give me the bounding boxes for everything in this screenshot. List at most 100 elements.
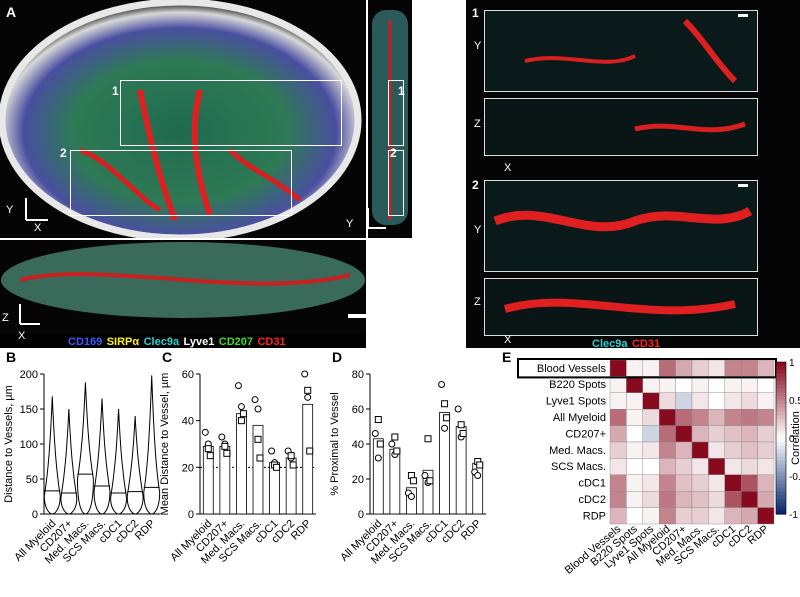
c-point-circle bbox=[234, 382, 242, 390]
d-point-circle bbox=[454, 405, 462, 413]
e-heatmap-cell bbox=[659, 425, 676, 443]
d-y-tick-label: 40 bbox=[352, 439, 364, 451]
e-row-label: CD207+ bbox=[565, 428, 606, 440]
e-heatmap-cell bbox=[609, 458, 627, 476]
axis-label-z-bottom: Z bbox=[2, 312, 9, 324]
e-heatmap-cell bbox=[708, 490, 726, 508]
e-colorbar-segment bbox=[776, 426, 786, 431]
scale-bar-zoom-2 bbox=[738, 184, 748, 187]
e-heatmap-cell bbox=[609, 490, 627, 508]
d-point-circle bbox=[371, 430, 379, 437]
e-heatmap-cell bbox=[675, 376, 693, 393]
d-x-tick-label: RDP bbox=[459, 518, 484, 543]
e-row-label: Med. Macs. bbox=[549, 445, 606, 457]
e-colorbar-segment bbox=[776, 506, 786, 511]
e-heatmap-cell bbox=[659, 507, 676, 525]
e-heatmap-cell bbox=[659, 392, 676, 410]
e-heatmap-cell bbox=[626, 507, 644, 525]
e-heatmap-cell bbox=[741, 458, 758, 476]
c-point-square bbox=[221, 442, 229, 450]
e-colorbar-segment bbox=[776, 434, 786, 439]
e-heatmap-cell bbox=[642, 474, 660, 492]
zoom-1-xy bbox=[484, 10, 758, 92]
e-heatmap-cell bbox=[642, 409, 660, 426]
e-colorbar-segment bbox=[776, 400, 786, 405]
zoom-1-y-label: Y bbox=[474, 40, 482, 52]
d-point-circle bbox=[438, 381, 446, 388]
e-heatmap-cell bbox=[724, 359, 742, 377]
panel-letter-c: C bbox=[162, 349, 172, 365]
axes-indicator-xz bbox=[19, 304, 40, 325]
e-heatmap-cell bbox=[626, 441, 644, 459]
e-heatmap-cell bbox=[675, 425, 693, 443]
zoom-stain-cd31: CD31 bbox=[631, 338, 661, 350]
inset-box-1 bbox=[120, 80, 342, 146]
d-point-square bbox=[457, 421, 465, 429]
e-colorbar-segment bbox=[776, 460, 786, 466]
stain-lyve1: Lyve1 bbox=[183, 336, 215, 348]
b-violin bbox=[110, 408, 128, 515]
e-heatmap-cell bbox=[675, 474, 693, 492]
e-heatmap-cell bbox=[659, 474, 676, 492]
d-point-square bbox=[376, 440, 384, 448]
c-point-square bbox=[239, 410, 247, 418]
inset-box-2-side bbox=[388, 150, 404, 216]
e-colorbar-segment bbox=[776, 502, 786, 507]
e-heatmap-cell bbox=[609, 425, 627, 443]
e-heatmap-cell bbox=[609, 392, 627, 410]
e-heatmap-cell bbox=[659, 409, 676, 426]
e-heatmap-cell bbox=[741, 507, 758, 525]
e-colorbar-segment bbox=[776, 510, 786, 515]
e-heatmap-cell bbox=[642, 425, 660, 443]
c-y-tick-label: 40 bbox=[182, 416, 194, 428]
e-heatmap-cell bbox=[659, 376, 676, 393]
c-point-circle bbox=[304, 393, 312, 401]
d-point-circle bbox=[421, 472, 429, 479]
e-row-label: RDP bbox=[583, 510, 606, 522]
e-row-label: cDC1 bbox=[578, 478, 606, 490]
stain-cd31: CD31 bbox=[257, 336, 286, 348]
e-heatmap-cell bbox=[675, 458, 693, 476]
e-heatmap-cell bbox=[757, 409, 775, 426]
e-heatmap-cell bbox=[626, 474, 644, 492]
zoom-1-z-label: Z bbox=[474, 118, 481, 130]
e-heatmap-cell bbox=[724, 474, 742, 492]
e-heatmap-cell bbox=[724, 490, 742, 508]
e-heatmap-cell bbox=[659, 458, 676, 476]
zoom-2-x-label: X bbox=[504, 334, 512, 346]
c-point-circle bbox=[251, 396, 259, 404]
c-point-circle bbox=[218, 433, 226, 441]
zoom-1-x-label: X bbox=[504, 162, 512, 174]
d-point-circle bbox=[374, 454, 382, 462]
d-point-square bbox=[409, 477, 417, 485]
e-colorbar-segment bbox=[776, 453, 786, 458]
e-row-label: Blood Vessels bbox=[537, 363, 607, 375]
e-colorbar-segment bbox=[776, 392, 786, 397]
e-heatmap-cell bbox=[691, 376, 709, 393]
c-y-tick-label: 20 bbox=[182, 462, 194, 474]
e-heatmap-cell bbox=[757, 490, 775, 508]
panel-letter-e: E bbox=[502, 349, 511, 365]
e-heatmap-cell bbox=[626, 458, 644, 476]
e-heatmap-cell bbox=[708, 507, 726, 525]
d-point-square bbox=[426, 477, 434, 485]
stain-legend: CD169 SIRPα Clec9a Lyve1 CD207 CD31 bbox=[68, 332, 286, 350]
e-colorbar-segment bbox=[776, 365, 786, 371]
e-heatmap-cell bbox=[757, 376, 775, 393]
e-row-label: All Myeloid bbox=[553, 412, 606, 424]
b-y-tick-label: 100 bbox=[20, 439, 38, 451]
c-point-square bbox=[254, 435, 262, 443]
e-colorbar-segment bbox=[776, 468, 786, 473]
e-heatmap-cell bbox=[609, 409, 627, 426]
e-heatmap-cell bbox=[675, 359, 693, 377]
microscopy-xz-bottom bbox=[0, 240, 366, 334]
c-point-circle bbox=[237, 403, 245, 411]
e-colorbar-segment bbox=[776, 491, 786, 496]
e-heatmap-cell bbox=[675, 409, 693, 426]
e-colorbar-label: Correlation bbox=[790, 411, 800, 465]
e-row-label: SCS Macs. bbox=[551, 461, 606, 473]
e-colorbar-segment bbox=[776, 438, 786, 443]
e-heatmap-cell bbox=[626, 490, 644, 508]
d-y-tick-label: 60 bbox=[352, 404, 364, 416]
